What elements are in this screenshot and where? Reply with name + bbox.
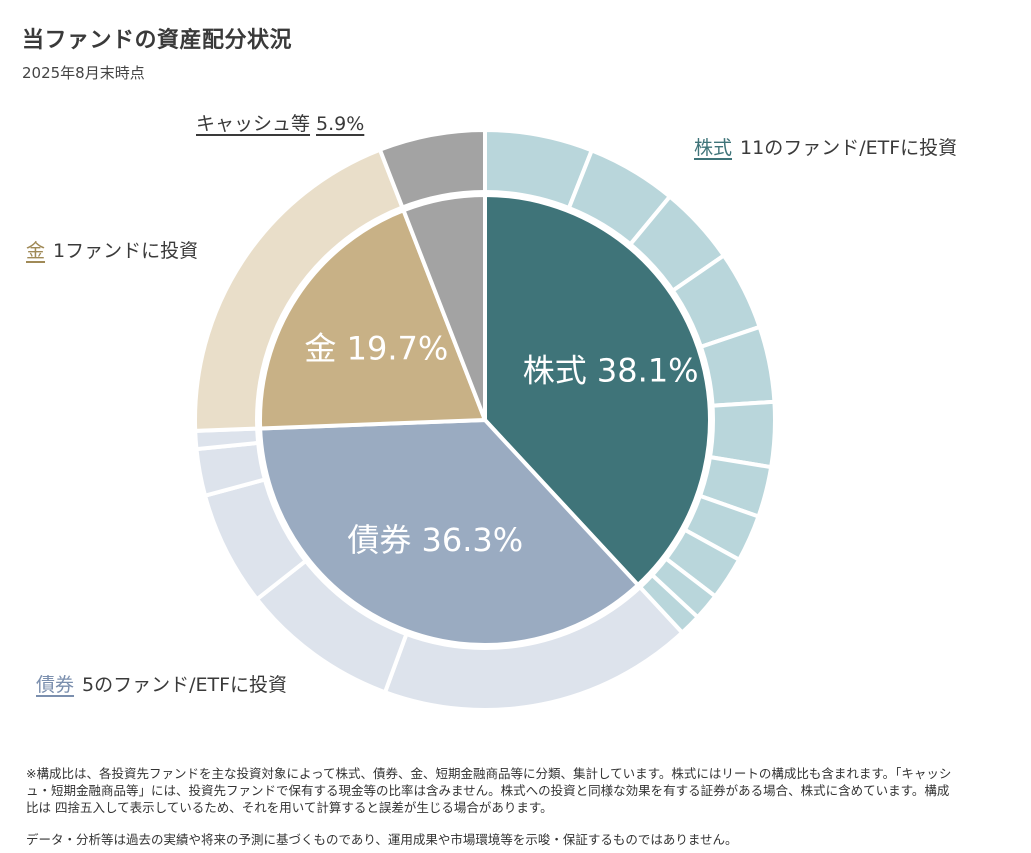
gold-callout-desc: 1ファンドに投資 (53, 240, 199, 262)
stocks-callout-desc: 11のファンド/ETFに投資 (740, 137, 958, 159)
data-label-gold: 金 19.7% (304, 330, 448, 368)
data-label-bonds: 債券 36.3% (347, 521, 523, 559)
gold-callout: 金 1ファンドに投資 (26, 236, 198, 263)
cash-callout-key: キャッシュ等 (196, 113, 311, 135)
disclaimer: データ・分析等は過去の実績や将来の予測に基づくものであり、運用成果や市場環境等を… (26, 832, 738, 847)
bonds-callout: 債券 5のファンド/ETFに投資 (36, 670, 287, 697)
cash-callout-desc: 5.9% (316, 113, 365, 135)
stocks-callout-key: 株式 (694, 137, 733, 159)
gold-callout-key: 金 (26, 240, 46, 262)
cash-callout: キャッシュ等 5.9% (196, 109, 364, 136)
bonds-callout-key: 債券 (36, 674, 75, 696)
ring-separator (255, 190, 715, 650)
page-title: 当ファンドの資産配分状況 (22, 28, 293, 53)
footnote: ※構成比は、各投資先ファンドを主な投資対象によって株式、債券、金、短期金融商品等… (26, 766, 952, 815)
data-label-stocks: 株式 38.1% (523, 352, 699, 390)
bonds-callout-desc: 5のファンド/ETFに投資 (82, 674, 288, 696)
as-of-date: 2025年8月末時点 (22, 64, 145, 82)
stocks-callout: 株式 11のファンド/ETFに投資 (694, 133, 957, 160)
